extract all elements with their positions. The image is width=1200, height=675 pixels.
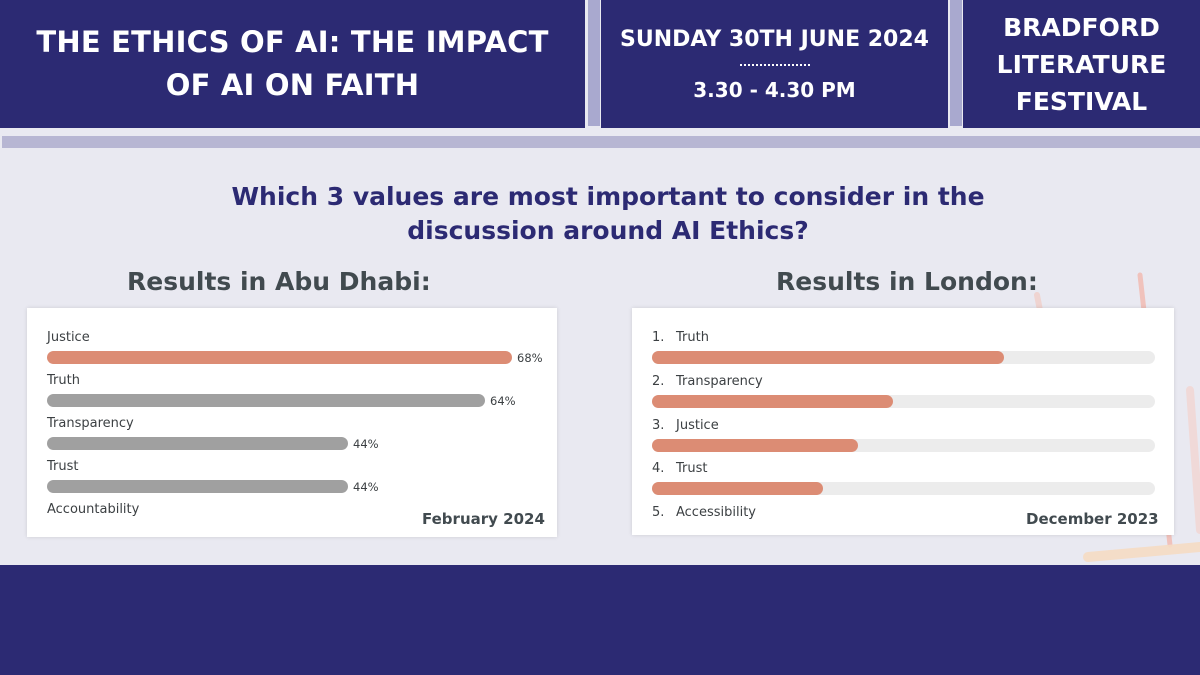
rank-number: 1. <box>652 330 665 345</box>
bar-label: Transparency <box>47 416 134 431</box>
list-item-label: 3. Justice <box>652 418 719 434</box>
value-label: 64% <box>490 394 516 408</box>
value-label: 44% <box>353 437 379 451</box>
value-label: 44% <box>353 480 379 494</box>
bar-label: Accountability <box>47 502 140 517</box>
bar-label: Justice <box>47 330 90 345</box>
abu-dhabi-results-card: February 2024 Justice 68% Truth 64% Transpar… <box>27 308 557 537</box>
list-item-label: 5. Accessibility <box>652 505 756 521</box>
event-datetime-panel: SUNDAY 30TH JUNE 2024 3.30 - 4.30 PM <box>601 0 948 128</box>
rank-number: 3. <box>652 418 665 433</box>
list-item-label: 1. Truth <box>652 330 709 346</box>
bar <box>47 394 485 407</box>
list-item-label: 4. Trust <box>652 461 707 477</box>
event-title-panel: THE ETHICS OF AI: THE IMPACT OF AI ON FA… <box>0 0 585 128</box>
london-results-card: December 2023 1. Truth 2. Transparency 3. Jus… <box>632 308 1174 535</box>
event-title: THE ETHICS OF AI: THE IMPACT OF AI ON FA… <box>36 25 549 102</box>
event-time: 3.30 - 4.30 PM <box>693 78 856 102</box>
category-name: Accessibility <box>676 505 756 520</box>
bar-label: Trust <box>47 459 79 474</box>
bar <box>47 437 348 450</box>
chart-title-london: Results in London: <box>776 267 1038 296</box>
survey-question: Which 3 values are most important to con… <box>231 182 985 245</box>
bar <box>47 351 512 364</box>
rank-number: 5. <box>652 505 665 520</box>
list-item-label: 2. Transparency <box>652 374 763 390</box>
dotted-separator <box>739 64 810 66</box>
category-name: Trust <box>676 461 708 476</box>
rank-number: 4. <box>652 461 665 476</box>
bar-label: Truth <box>47 373 80 388</box>
bar <box>652 439 858 452</box>
header-accent-strip <box>2 136 1200 148</box>
value-label: 68% <box>517 351 543 365</box>
rank-number: 2. <box>652 374 665 389</box>
header-divider <box>950 0 962 126</box>
bar <box>652 351 1004 364</box>
bar <box>652 395 893 408</box>
category-name: Justice <box>676 418 719 433</box>
footer-bar <box>0 565 1200 675</box>
survey-date: February 2024 <box>422 510 545 528</box>
festival-panel: BRADFORD LITERATURE FESTIVAL <box>963 0 1200 128</box>
chart-title-abu-dhabi: Results in Abu Dhabi: <box>127 267 431 296</box>
bar <box>652 482 823 495</box>
festival-name: BRADFORD LITERATURE FESTIVAL <box>996 12 1167 116</box>
category-name: Truth <box>676 330 709 345</box>
header-bar: THE ETHICS OF AI: THE IMPACT OF AI ON FA… <box>0 0 1200 131</box>
header-divider <box>588 0 600 126</box>
survey-date: December 2023 <box>1026 510 1159 528</box>
bar <box>47 480 348 493</box>
category-name: Transparency <box>676 374 763 389</box>
event-date: SUNDAY 30TH JUNE 2024 <box>620 27 929 52</box>
